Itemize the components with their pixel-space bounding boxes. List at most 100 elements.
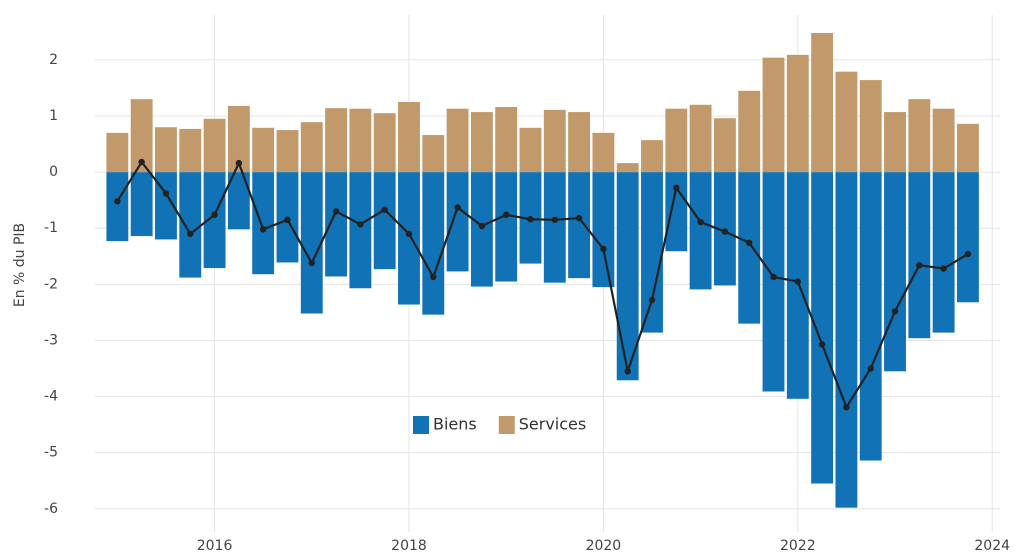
- total-point: [721, 228, 729, 235]
- total-point: [138, 158, 145, 166]
- bar: [130, 99, 153, 173]
- bar: [325, 108, 348, 173]
- bar: [859, 80, 882, 173]
- y-tick-label: -2: [44, 276, 58, 292]
- bar: [470, 172, 493, 287]
- legend-label: Services: [519, 415, 586, 434]
- total-point: [454, 204, 461, 211]
- x-tick-label: 2016: [197, 538, 233, 554]
- y-tick-label: 1: [49, 108, 58, 124]
- total-point: [478, 222, 486, 230]
- bar: [543, 109, 566, 173]
- bar: [495, 107, 518, 173]
- bar: [738, 172, 761, 324]
- total-point: [187, 230, 194, 238]
- bar: [106, 132, 129, 173]
- bar: [398, 101, 420, 173]
- bar: [956, 123, 979, 173]
- total-point: [211, 211, 218, 218]
- total-point: [891, 308, 899, 315]
- bar: [373, 113, 396, 173]
- bar: [616, 163, 639, 173]
- bar: [592, 172, 615, 288]
- bar: [641, 172, 663, 333]
- bar: [130, 172, 153, 237]
- bar: [956, 172, 979, 303]
- bar: [446, 108, 469, 173]
- total-point: [964, 250, 972, 258]
- bar: [859, 172, 882, 461]
- bar: [811, 32, 834, 173]
- x-tick-label: 2022: [780, 538, 816, 554]
- total-point: [405, 230, 413, 238]
- total-point: [551, 216, 558, 224]
- x-tick-label: 2020: [586, 538, 622, 554]
- bar: [568, 112, 591, 173]
- bar: [786, 54, 809, 173]
- y-axis-label: En % du PIB: [12, 223, 28, 307]
- bar: [398, 172, 420, 305]
- total-point: [697, 218, 704, 226]
- total-point: [843, 404, 850, 411]
- bar: [349, 172, 372, 289]
- x-tick-label: 2018: [391, 538, 427, 554]
- bar: [665, 108, 688, 173]
- total-point: [114, 198, 121, 205]
- bar: [179, 172, 202, 278]
- total-line: [116, 160, 969, 410]
- total-point: [600, 245, 607, 253]
- bar: [811, 172, 834, 484]
- bar: [762, 172, 785, 392]
- total-point: [430, 273, 437, 281]
- y-tick-label: -3: [44, 332, 58, 348]
- total-point: [284, 216, 291, 224]
- bar: [786, 172, 809, 399]
- total-point: [308, 259, 315, 267]
- total-point: [746, 239, 753, 247]
- total-point: [867, 365, 874, 372]
- total-point: [648, 296, 656, 304]
- total-point: [332, 208, 340, 215]
- y-tick-label: -5: [44, 445, 58, 461]
- bar: [835, 172, 858, 508]
- bar: [155, 127, 177, 173]
- bar: [762, 57, 785, 173]
- bar: [227, 172, 250, 230]
- total-point: [259, 226, 267, 233]
- total-point: [162, 190, 170, 197]
- bar: [932, 172, 955, 333]
- y-tick-label: -1: [44, 220, 58, 236]
- bar: [252, 172, 275, 275]
- bar: [227, 105, 250, 173]
- legend-swatch: [413, 416, 429, 434]
- bar: [641, 140, 663, 173]
- bar: [276, 130, 299, 173]
- bar: [179, 128, 202, 173]
- legend-label: Biens: [433, 415, 477, 434]
- total-point: [357, 221, 364, 228]
- bar: [446, 172, 469, 272]
- bar: [932, 108, 955, 173]
- total-point: [381, 206, 388, 213]
- total-point: [673, 184, 680, 192]
- bar: [422, 135, 445, 173]
- bar: [519, 127, 542, 173]
- bar: [884, 112, 906, 173]
- total-point: [794, 278, 802, 285]
- y-tick-label: -4: [44, 389, 58, 405]
- bar: [908, 99, 931, 173]
- total-point: [624, 368, 631, 375]
- bar: [349, 108, 372, 173]
- bar: [106, 172, 129, 242]
- bar: [495, 172, 518, 282]
- legend-swatch: [498, 416, 515, 434]
- bar: [884, 172, 906, 372]
- bar: [665, 172, 688, 252]
- y-tick-label: 2: [49, 52, 58, 68]
- bar: [568, 172, 591, 279]
- bar: [300, 172, 323, 314]
- bar: [203, 172, 226, 269]
- bar: [470, 112, 493, 173]
- total-point: [916, 262, 923, 269]
